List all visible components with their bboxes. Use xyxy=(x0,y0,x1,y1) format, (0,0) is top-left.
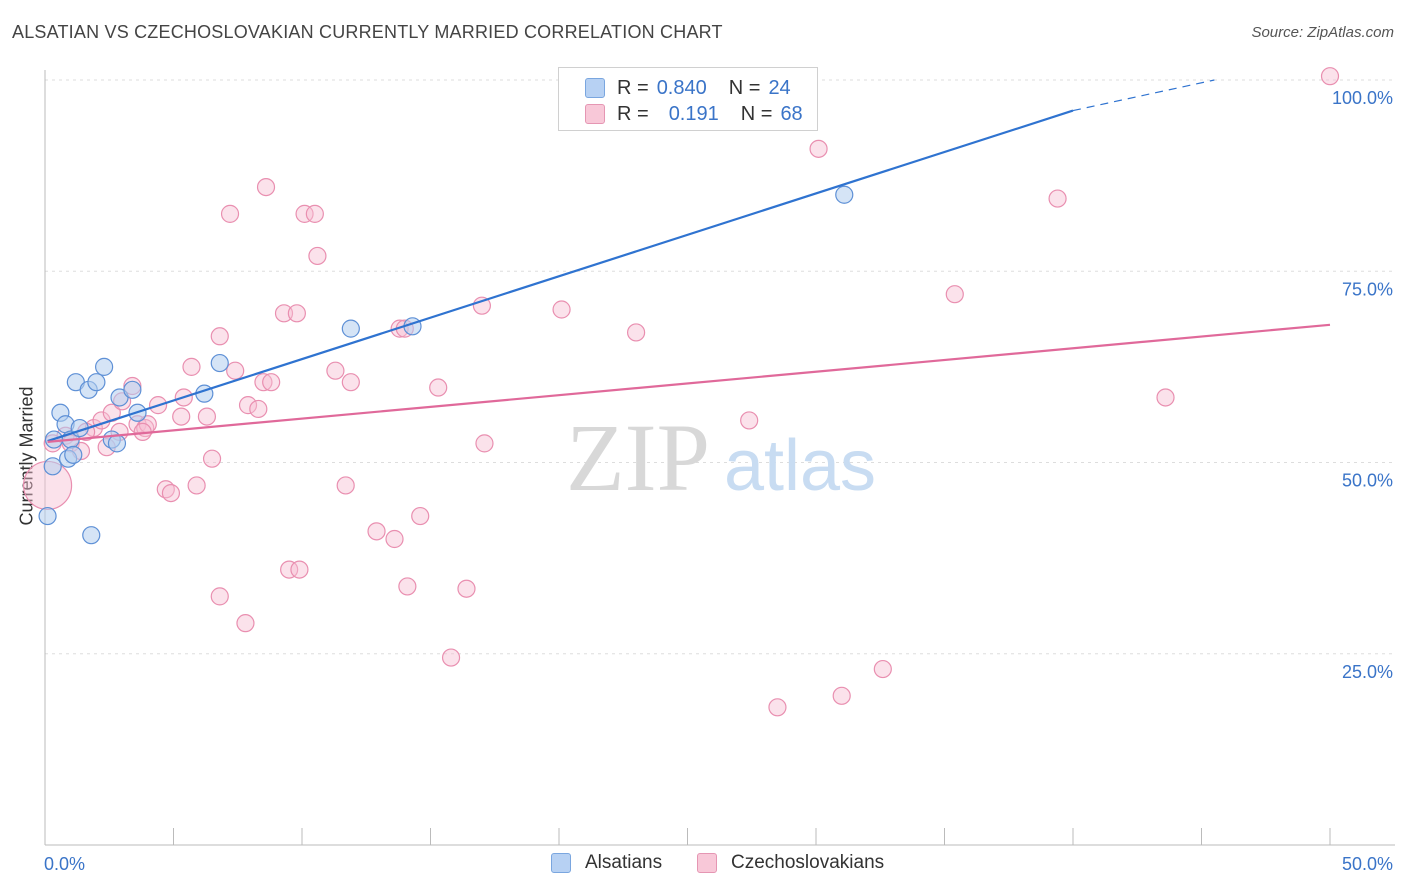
czechoslovakian-point xyxy=(172,407,191,426)
czechoslovakian-point xyxy=(457,579,476,598)
czechoslovakian-point xyxy=(197,407,217,426)
y-tick-label: 75.0% xyxy=(1342,279,1393,299)
czechoslovakian-point xyxy=(1156,388,1175,407)
source-credit: Source: ZipAtlas.com xyxy=(1251,24,1394,41)
czechoslovakian-point xyxy=(809,139,828,158)
czechoslovakian-point xyxy=(475,434,494,453)
czechoslovakian-point xyxy=(210,327,229,346)
czechoslovakian-point xyxy=(161,484,181,503)
czechoslovakian-point xyxy=(256,178,276,197)
x-tick-label-max: 50.0% xyxy=(1342,854,1393,874)
czechoslovakian-point xyxy=(220,204,240,223)
chart-title: ALSATIAN VS CZECHOSLOVAKIAN CURRENTLY MA… xyxy=(12,22,723,42)
czechoslovakian-point xyxy=(552,300,571,319)
correlation-legend: R = 0.840 N = 24 R = 0.191 N = 68 xyxy=(558,67,818,131)
alsatian-point xyxy=(341,319,360,338)
czechoslovakian-point xyxy=(945,285,964,304)
tick-labels: 25.0% 50.0% 75.0% 100.0% 0.0% 50.0% xyxy=(44,88,1393,874)
czechoslovakian-point xyxy=(187,476,206,495)
blue-swatch xyxy=(585,78,605,98)
alsatian-trend-extension xyxy=(1072,79,1215,112)
czechoslovakian-point xyxy=(385,529,404,549)
r-label: R = xyxy=(617,76,649,99)
watermark-atlas: atlas xyxy=(724,426,876,506)
czechoslovakian-point xyxy=(1320,67,1340,86)
legend-label: Alsatians xyxy=(585,852,663,873)
blue-swatch xyxy=(551,853,571,873)
czechoslovakian-point xyxy=(287,304,306,323)
czechoslovakian-point xyxy=(411,506,430,526)
czechoslovakian-point xyxy=(626,323,646,342)
alsatian-point xyxy=(95,357,114,376)
legend-item-czechoslovakians: Czechoslovakians xyxy=(697,852,884,874)
trend-lines xyxy=(47,79,1331,443)
n-value: 68 xyxy=(780,102,803,125)
czechoslovakian-trend-line xyxy=(47,323,1331,443)
n-value: 24 xyxy=(768,76,791,99)
czechoslovakian-points xyxy=(22,67,1340,717)
alsatian-trend-line xyxy=(47,109,1074,443)
czechoslovakian-point xyxy=(274,304,294,323)
czechoslovakian-point xyxy=(290,560,309,579)
czechoslovakian-point xyxy=(202,449,222,468)
czechoslovakian-point xyxy=(308,246,327,266)
gridlines xyxy=(45,79,1395,655)
czechoslovakian-point xyxy=(305,204,324,223)
r-value: 0.191 xyxy=(668,102,719,125)
czechoslovakian-point xyxy=(336,476,355,495)
alsatian-point xyxy=(38,506,57,526)
legend-item-alsatians: Alsatians xyxy=(551,852,662,874)
czechoslovakian-point xyxy=(249,399,268,419)
czechoslovakian-point xyxy=(238,396,258,415)
czechoslovakian-point xyxy=(398,577,417,596)
alsatian-point xyxy=(87,373,106,392)
czechoslovakian-point xyxy=(429,378,448,397)
czechoslovakian-point xyxy=(262,373,281,392)
czechoslovakian-point xyxy=(873,659,892,679)
y-tick-label: 50.0% xyxy=(1342,471,1393,491)
y-tick-label: 100.0% xyxy=(1332,88,1393,108)
alsatian-point xyxy=(64,445,83,464)
czechoslovakian-point xyxy=(254,373,273,392)
pink-swatch xyxy=(697,853,717,873)
alsatian-point xyxy=(107,434,127,453)
x-tick-label-min: 0.0% xyxy=(44,854,85,874)
pink-swatch xyxy=(585,104,605,124)
alsatian-point xyxy=(43,457,62,476)
czechoslovakian-point xyxy=(226,361,245,380)
alsatian-point xyxy=(210,353,229,373)
watermark: ZIP atlas xyxy=(566,404,876,511)
n-label: N = xyxy=(740,102,773,125)
r-label: R = xyxy=(617,102,649,125)
n-label: N = xyxy=(728,76,761,99)
series-legend: Alsatians Czechoslovakians xyxy=(0,852,1406,876)
czechoslovakian-point xyxy=(768,698,787,717)
czechoslovakian-point xyxy=(326,361,345,380)
legend-row-czechoslovakians: R = 0.191 N = 68 xyxy=(585,102,803,126)
alsatian-point xyxy=(82,526,101,545)
czechoslovakian-point xyxy=(295,204,314,223)
czechoslovakian-point xyxy=(341,373,360,392)
czechoslovakian-point xyxy=(210,587,229,606)
alsatian-point xyxy=(123,380,142,399)
czechoslovakian-point xyxy=(280,560,299,579)
czechoslovakian-point xyxy=(441,648,461,667)
legend-row-alsatians: R = 0.840 N = 24 xyxy=(585,76,791,100)
czechoslovakian-point xyxy=(182,357,201,376)
czechoslovakian-point xyxy=(367,522,386,541)
czechoslovakian-point xyxy=(740,411,759,430)
czechoslovakian-point xyxy=(1048,189,1067,208)
y-tick-label: 25.0% xyxy=(1342,662,1393,682)
alsatian-point xyxy=(835,185,854,204)
r-value: 0.840 xyxy=(656,76,707,99)
czechoslovakian-point xyxy=(832,686,851,705)
watermark-zip: ZIP xyxy=(566,404,710,511)
legend-label: Czechoslovakians xyxy=(731,852,885,873)
axes xyxy=(44,70,1395,846)
czechoslovakian-point xyxy=(236,614,255,633)
